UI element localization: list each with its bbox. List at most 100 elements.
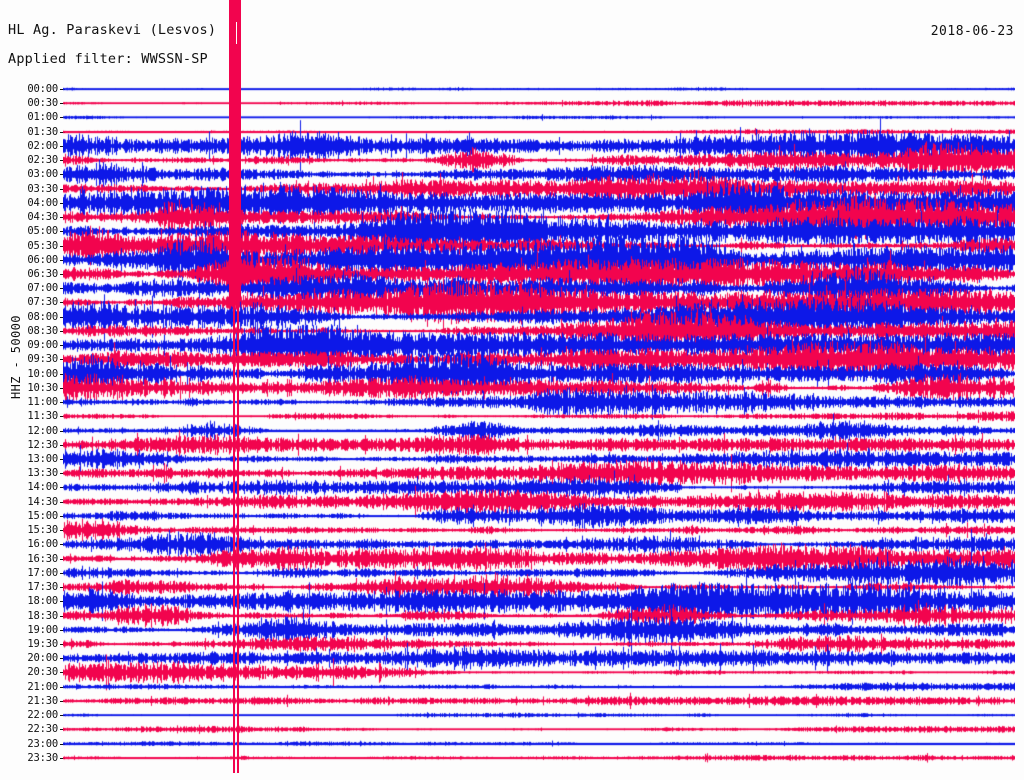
time-label-1000: 10:00: [27, 367, 58, 380]
time-label-1800: 18:00: [27, 595, 58, 608]
time-label-1200: 12:00: [27, 424, 58, 437]
axis-tick: [60, 430, 65, 432]
time-label-1600: 16:00: [27, 538, 58, 551]
vertical-artifact-line-1: [233, 0, 236, 773]
time-label-column: 00:00 00:30 01:00 01:30 02:00 02:30 03:00 03:30…: [0, 82, 58, 773]
axis-tick: [60, 757, 65, 759]
time-label-1300: 13:00: [27, 452, 58, 465]
time-label-0130: 01:30: [27, 125, 58, 138]
axis-tick: [60, 487, 65, 489]
page-title: HL Ag. Paraskevi (Lesvos): [8, 22, 217, 38]
axis-tick: [60, 473, 65, 475]
vertical-artifact-line-2: [237, 0, 240, 773]
axis-tick: [60, 259, 65, 261]
axis-tick: [60, 544, 65, 546]
axis-tick: [60, 217, 65, 219]
axis-tick: [60, 444, 65, 446]
axis-tick: [60, 174, 65, 176]
time-label-1230: 12:30: [27, 438, 58, 451]
time-label-0500: 05:00: [27, 225, 58, 238]
axis-tick: [60, 373, 65, 375]
time-label-2200: 22:00: [27, 709, 58, 722]
time-label-1500: 15:00: [27, 509, 58, 522]
axis-tick: [60, 715, 65, 717]
time-label-1700: 17:00: [27, 566, 58, 579]
axis-tick: [60, 131, 65, 133]
axis-tick: [60, 572, 65, 574]
axis-tick: [60, 160, 65, 162]
time-label-0200: 02:00: [27, 139, 58, 152]
axis-tick: [60, 629, 65, 631]
time-label-0030: 00:30: [27, 97, 58, 110]
axis-tick: [60, 202, 65, 204]
helicorder-plot: [63, 0, 1015, 773]
time-label-2130: 21:30: [27, 694, 58, 707]
axis-tick: [60, 345, 65, 347]
time-label-1730: 17:30: [27, 581, 58, 594]
axis-tick: [60, 558, 65, 560]
time-label-0800: 08:00: [27, 310, 58, 323]
time-label-2330: 23:30: [27, 751, 58, 764]
axis-tick: [60, 700, 65, 702]
time-label-2030: 20:30: [27, 666, 58, 679]
axis-tick: [60, 117, 65, 119]
axis-tick: [60, 288, 65, 290]
axis-tick: [60, 416, 65, 418]
time-label-0830: 08:30: [27, 324, 58, 337]
trace-canvas: [63, 82, 1015, 773]
time-label-0930: 09:30: [27, 353, 58, 366]
axis-tick: [60, 359, 65, 361]
time-label-1030: 10:30: [27, 381, 58, 394]
time-label-0100: 01:00: [27, 111, 58, 124]
time-label-0630: 06:30: [27, 267, 58, 280]
time-label-1900: 19:00: [27, 623, 58, 636]
axis-tick: [60, 501, 65, 503]
axis-tick: [60, 672, 65, 674]
axis-tick: [60, 402, 65, 404]
time-label-0430: 04:30: [27, 211, 58, 224]
time-label-0400: 04:00: [27, 196, 58, 209]
time-label-0330: 03:30: [27, 182, 58, 195]
axis-tick: [60, 330, 65, 332]
axis-tick-column: [60, 82, 66, 773]
axis-tick: [60, 458, 65, 460]
axis-tick: [60, 316, 65, 318]
time-label-0700: 07:00: [27, 282, 58, 295]
axis-tick: [60, 89, 65, 90]
time-label-2100: 21:00: [27, 680, 58, 693]
date-label: 2018-06-23: [930, 24, 1014, 39]
time-label-1130: 11:30: [27, 410, 58, 423]
time-label-1530: 15:30: [27, 524, 58, 537]
time-label-1830: 18:30: [27, 609, 58, 622]
axis-tick: [60, 530, 65, 532]
time-label-1430: 14:30: [27, 495, 58, 508]
axis-tick: [60, 743, 65, 745]
axis-tick: [60, 587, 65, 589]
time-label-1100: 11:00: [27, 396, 58, 409]
time-label-1400: 14:00: [27, 481, 58, 494]
axis-tick: [60, 273, 65, 275]
time-label-2000: 20:00: [27, 652, 58, 665]
axis-tick: [60, 302, 65, 304]
axis-tick: [60, 601, 65, 603]
axis-tick: [60, 686, 65, 688]
time-label-0300: 03:00: [27, 168, 58, 181]
axis-tick: [60, 145, 65, 147]
axis-tick: [60, 729, 65, 731]
time-label-0000: 00:00: [27, 83, 58, 95]
applied-filter-label: Applied filter: WWSSN-SP: [8, 51, 208, 67]
time-label-2230: 22:30: [27, 723, 58, 736]
axis-tick: [60, 643, 65, 645]
time-label-2300: 23:00: [27, 737, 58, 750]
time-label-0730: 07:30: [27, 296, 58, 309]
time-label-1630: 16:30: [27, 552, 58, 565]
time-label-0900: 09:00: [27, 339, 58, 352]
time-label-0530: 05:30: [27, 239, 58, 252]
axis-tick: [60, 188, 65, 190]
axis-tick: [60, 658, 65, 660]
time-label-0230: 02:30: [27, 154, 58, 167]
time-label-1930: 19:30: [27, 637, 58, 650]
axis-tick: [60, 103, 65, 105]
time-label-1330: 13:30: [27, 467, 58, 480]
